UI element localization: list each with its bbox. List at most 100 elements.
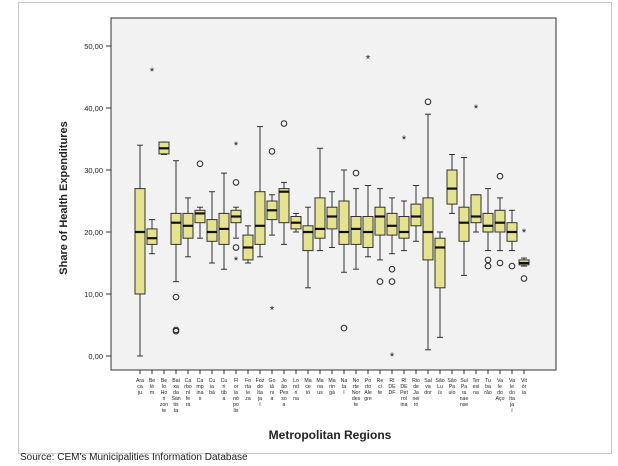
- x-tick-label: Ca mp ina s: [196, 378, 203, 402]
- box: [278, 188, 290, 224]
- extreme-point: *: [150, 66, 155, 78]
- y-tick-label: 30,00: [84, 166, 103, 175]
- x-tick-label: São Lu ís: [435, 378, 444, 396]
- box: [422, 197, 434, 261]
- outlier-point: [424, 98, 432, 106]
- box: [338, 200, 350, 245]
- outlier-point: [496, 172, 504, 180]
- box: [494, 209, 506, 233]
- box-group: [482, 188, 494, 270]
- box-group: [194, 160, 206, 239]
- x-tick-label: Tu ba rão: [484, 378, 492, 396]
- box-group: [218, 172, 230, 270]
- extreme-point: *: [366, 53, 371, 65]
- y-axis: 0,00 10,00 20,00 30,00 40,00 50,00: [84, 42, 111, 361]
- x-tick-label: Rio de Ja nei ro: [412, 378, 420, 408]
- box-group: [350, 169, 362, 270]
- x-tick-label: Po rto Ale gre: [364, 378, 372, 402]
- y-tick-label: 50,00: [84, 42, 103, 51]
- box-group: *: [146, 66, 158, 255]
- box: [170, 212, 182, 245]
- box-group: [182, 197, 194, 258]
- box-group: [290, 212, 302, 233]
- chart-frame: [18, 2, 612, 454]
- extreme-point: *: [390, 351, 395, 363]
- x-tick-label: Fo rta le za: [245, 378, 251, 402]
- x-tick-label: RI DE DF: [388, 378, 396, 396]
- box: [386, 212, 398, 236]
- box-group: *: [386, 197, 398, 363]
- box-group: [326, 191, 338, 248]
- x-tick-label: Go iâ ni a: [269, 378, 276, 402]
- box: [146, 228, 158, 245]
- box-group: **: [230, 140, 242, 267]
- x-tick-label: Bai xa da San tis ta: [171, 378, 180, 414]
- x-tick-label: Be lé m: [149, 378, 155, 396]
- extreme-point: *: [474, 103, 479, 115]
- extreme-point: *: [234, 255, 239, 267]
- box-group: [134, 144, 146, 357]
- outlier-point: [268, 148, 276, 155]
- box: [314, 197, 326, 239]
- box-group: [410, 185, 422, 242]
- box-group: [242, 225, 254, 264]
- x-tick-label: Vit ór ia: [521, 378, 528, 396]
- box-group: *: [266, 148, 278, 317]
- box: [434, 237, 446, 289]
- box-group: *: [518, 227, 530, 282]
- outlier-point: [172, 293, 180, 301]
- x-tick-label: Be lo Ho ri zon te: [160, 378, 168, 414]
- box: [374, 206, 386, 236]
- outlier-point: [520, 275, 528, 282]
- x-tick-label: Sul Pa ra nae nse: [460, 378, 469, 408]
- x-tick-label: Sal va dor: [424, 378, 432, 396]
- outlier-point: [484, 262, 492, 270]
- x-tick-label: Cu ri tib a: [221, 378, 228, 402]
- outlier-point: [232, 244, 240, 251]
- outlier-point: [496, 259, 504, 267]
- box-group: [494, 172, 506, 267]
- x-tick-label: Na ta l: [341, 378, 348, 396]
- box-group: [206, 191, 218, 264]
- box-group: [446, 154, 458, 214]
- box: [206, 219, 218, 242]
- x-tick-label: Va le do Ita ja í: [509, 378, 515, 414]
- box-group: [278, 120, 290, 245]
- outlier-point: [388, 265, 396, 273]
- x-tick-label: Ara ca ju: [136, 378, 144, 396]
- x-tick-label: São Pa ulo: [447, 378, 456, 396]
- box-group: [458, 157, 470, 276]
- box: [410, 203, 422, 227]
- box: [194, 209, 206, 224]
- box: [134, 188, 146, 295]
- x-tick-label: Va le do Aço: [496, 378, 505, 402]
- box: [470, 194, 482, 224]
- x-tick-label: Foz do Ita ja í: [256, 378, 265, 408]
- x-tick-label: Fl or ia nó po lis: [233, 378, 239, 414]
- y-tick-label: 40,00: [84, 104, 103, 113]
- outlier-point: [484, 256, 492, 264]
- extreme-point: *: [402, 134, 407, 146]
- outlier-point: [388, 278, 396, 285]
- box-group: [338, 169, 350, 332]
- box: [326, 206, 338, 230]
- box-group: [170, 160, 182, 335]
- box: [350, 216, 362, 245]
- x-tick-label: Ma na us: [316, 378, 323, 396]
- source-note: Source: CEM's Municipalities Information…: [20, 452, 248, 463]
- y-tick-label: 20,00: [84, 228, 103, 237]
- plot-area: [110, 17, 557, 371]
- box-group: [422, 98, 434, 351]
- outlier-point: [352, 169, 360, 177]
- box-group: *: [362, 53, 374, 258]
- x-tick-label: Jo ão Pes so a: [280, 378, 289, 408]
- x-axis-label: Metropolitan Regions: [269, 428, 392, 442]
- box-group: [254, 126, 266, 258]
- box: [254, 191, 266, 245]
- boxes-layer: *********: [134, 53, 530, 363]
- outlier-point: [340, 324, 348, 332]
- x-tick-label: Ma ce ió: [304, 378, 311, 396]
